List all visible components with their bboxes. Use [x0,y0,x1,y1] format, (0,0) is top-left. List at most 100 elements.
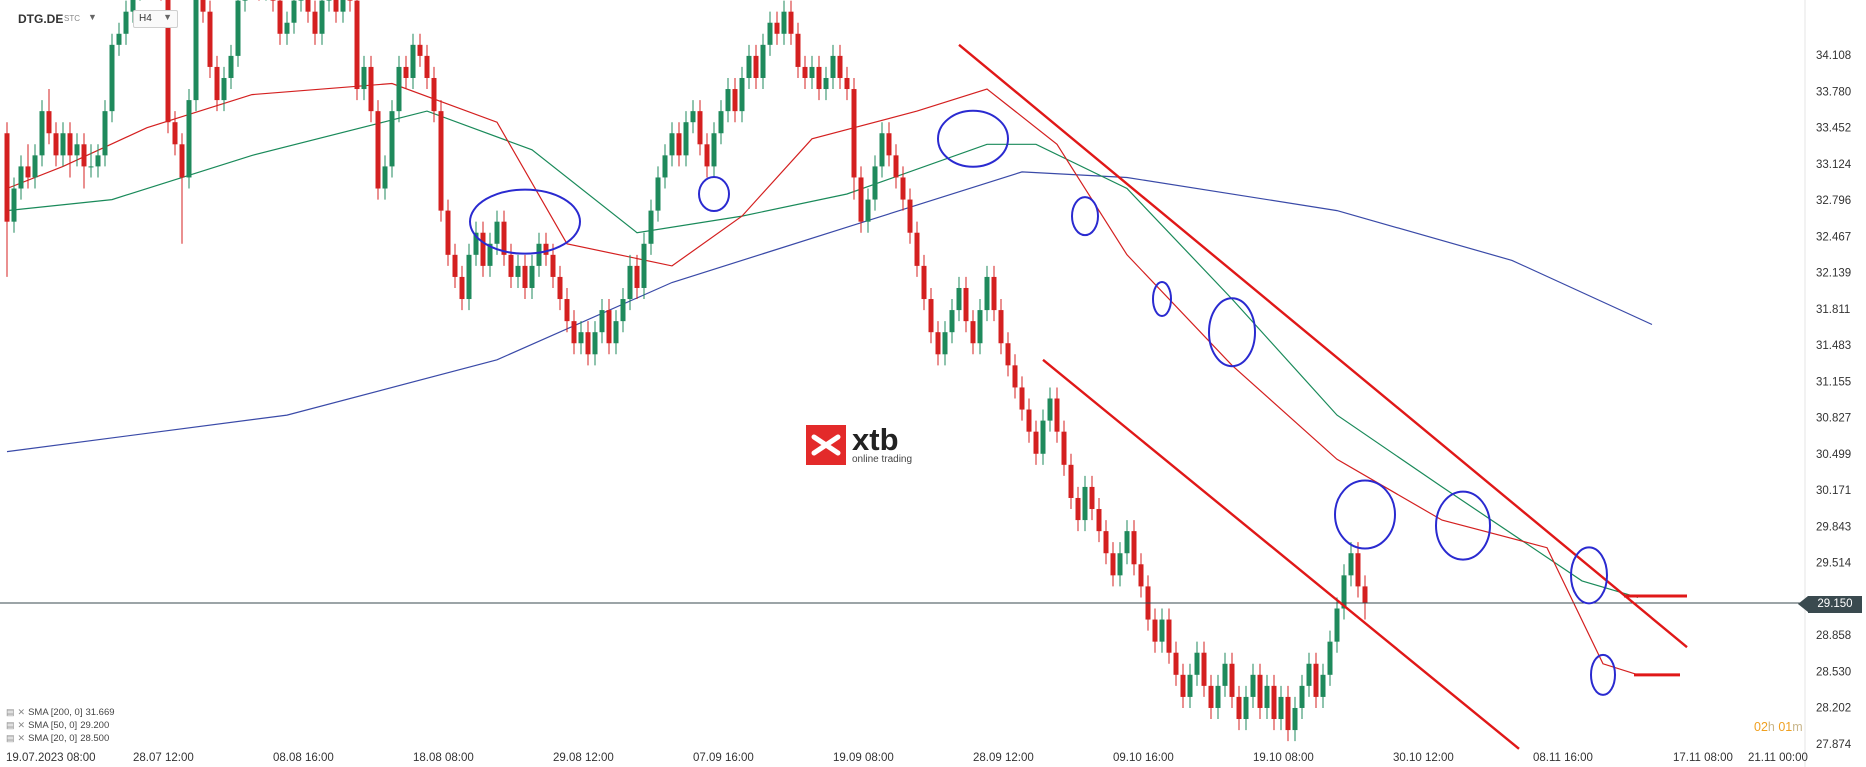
bull-candle [130,0,136,12]
bull-candle [389,111,395,167]
annotation-circle[interactable] [469,188,581,255]
annotation-circle[interactable] [937,109,1009,168]
bear-candle [1026,409,1032,432]
bear-candle [1180,674,1186,697]
bear-candle [732,89,738,112]
xtb-logo-mark [806,425,846,465]
x-tick-label: 08.08 16:00 [273,752,334,764]
x-tick-label: 09.10 16:00 [1113,752,1174,764]
bear-candle [1257,674,1263,708]
channel-upper-line[interactable] [958,43,1688,649]
countdown-hours-unit: h [1767,720,1775,734]
bull-candle [1341,575,1347,609]
bull-candle [529,265,535,288]
bear-candle [305,0,311,12]
y-tick-label: 33.124 [1816,159,1852,171]
settings-icon[interactable]: ▤ [6,720,15,730]
bear-candle [508,254,514,277]
bull-candle [599,310,605,333]
bear-candle [277,0,283,34]
bull-candle [627,265,633,300]
bear-candle [543,243,549,255]
bear-candle [774,22,780,34]
annotation-circle[interactable] [1570,546,1608,605]
legend-sma200[interactable]: ▤ ✕ SMA [200, 0] 31.669 [6,706,115,719]
legend-sma20[interactable]: ▤ ✕ SMA [20, 0] 28.500 [6,732,115,745]
bear-candle [795,33,801,67]
legend-sma50[interactable]: ▤ ✕ SMA [50, 0] 29.200 [6,719,115,732]
bear-candle [1033,431,1039,454]
bear-candle [634,265,640,288]
bull-candle [662,155,668,178]
bull-candle [984,276,990,311]
indicator-legend: ▤ ✕ SMA [200, 0] 31.669 ▤ ✕ SMA [50, 0] … [6,706,115,745]
settings-icon[interactable]: ▤ [6,733,15,743]
bear-candle [417,44,423,56]
bull-candle [1187,674,1193,697]
bear-candle [1075,497,1081,521]
x-tick-label: 17.11 08:00 [1673,752,1733,764]
annotation-circle[interactable] [1590,653,1616,696]
y-tick-label: 30.171 [1816,485,1851,497]
countdown-hours: 02 [1754,720,1768,734]
chevron-down-icon[interactable]: ▼ [163,12,172,22]
timeframe-label[interactable]: H4 [139,13,152,24]
bear-candle [858,177,864,222]
bear-candle [907,199,913,233]
bear-candle [900,177,906,200]
bear-candle [67,133,73,156]
annotation-circle[interactable] [1208,297,1256,368]
bull-candle [1117,553,1123,576]
bear-candle [1208,685,1214,708]
indicator-name: SMA [50, 0] [28,720,78,731]
settings-icon[interactable]: ▤ [6,707,15,717]
close-icon[interactable]: ✕ [17,707,26,717]
bull-candle [1306,663,1312,686]
y-tick-label: 28.202 [1816,703,1851,715]
bear-candle [179,144,185,178]
bear-candle [921,265,927,300]
bear-candle [53,133,59,156]
bull-candle [284,22,290,34]
bear-candle [550,254,556,277]
bull-candle [1348,553,1354,576]
close-icon[interactable]: ✕ [17,720,26,730]
price-label-arrow [1798,596,1808,612]
annotation-circle[interactable] [698,176,730,213]
close-icon[interactable]: ✕ [17,733,26,743]
logo-tagline: online trading [852,453,913,465]
annotation-circle[interactable] [1071,196,1099,237]
sma-line-1 [6,110,1639,598]
x-tick-label: 07.09 16:00 [693,752,754,764]
bull-candle [1159,619,1165,642]
bull-candle [1222,663,1228,686]
bear-candle [1236,696,1242,720]
bull-candle [515,265,521,277]
y-tick-label: 29.514 [1816,558,1852,570]
bear-candle [606,310,612,344]
y-tick-label: 31.483 [1816,340,1851,352]
bear-candle [816,66,822,90]
bull-candle [396,66,402,112]
bull-candle [739,77,745,112]
bear-candle [788,11,794,34]
bear-candle [172,122,178,145]
bear-candle [46,111,52,134]
annotation-circle[interactable] [1152,281,1172,318]
bear-candle [1012,365,1018,388]
chevron-down-icon[interactable]: ▼ [88,12,97,22]
annotation-circle[interactable] [1435,490,1491,561]
bull-candle [18,166,24,189]
bear-candle [354,0,360,90]
indicator-name: SMA [200, 0] [28,707,83,718]
symbol-label[interactable]: DTG.DE [18,12,64,26]
bear-candle [837,55,843,78]
bear-candle [1061,431,1067,465]
bull-candle [88,166,94,168]
channel-lower-line[interactable] [1042,358,1520,750]
bull-candle [193,0,199,101]
bear-candle [1103,531,1109,554]
annotation-circle[interactable] [1334,479,1396,550]
timeframe-select[interactable]: H4 ▼ [133,10,178,28]
